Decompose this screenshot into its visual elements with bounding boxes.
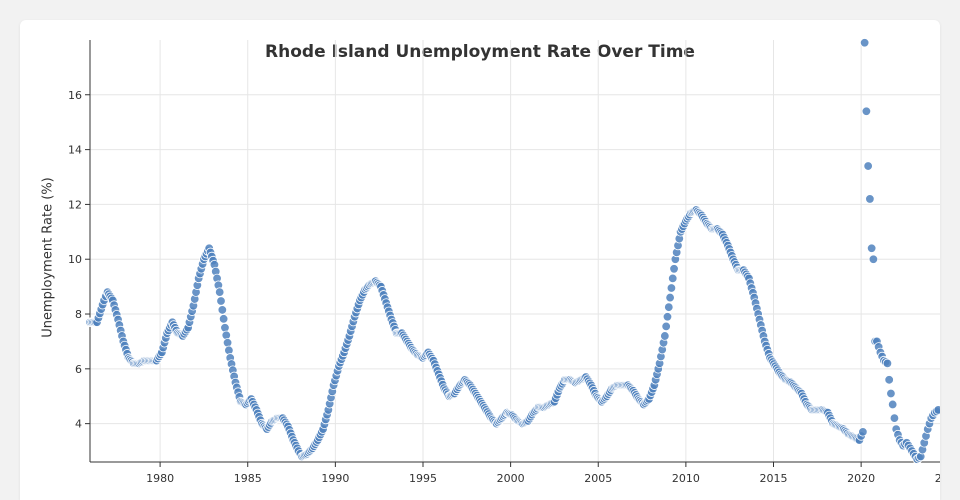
gridlines [90,40,940,462]
data-point [216,296,226,306]
x-tick-label: 1990 [321,472,349,485]
y-tick-label: 6 [75,363,82,376]
data-point [222,338,233,348]
data-point [868,254,879,264]
x-tick-label: 2005 [584,472,612,485]
data-point [882,358,893,369]
data-point [863,161,873,171]
data-point [665,292,675,303]
data-point [866,243,877,253]
y-tick-label: 12 [68,198,82,211]
data-point [858,427,868,437]
data-point [661,321,671,332]
data-point [662,312,673,322]
y-tick-label: 4 [75,418,82,431]
data-point [666,283,677,293]
data-point [660,331,670,341]
data-point [214,287,225,297]
x-tick-label: 1995 [409,472,437,485]
chart-title: Rhode Island Unemployment Rate Over Time [265,42,695,62]
data-point [217,305,228,315]
chart-card: Rhode Island Unemployment Rate Over Time… [20,20,940,500]
data-point [889,413,900,423]
data-point [669,264,679,274]
x-tick-label: 1985 [234,472,262,485]
axes [85,40,940,467]
data-point [865,194,875,204]
data-point [224,345,234,356]
data-point [664,302,674,312]
data-point [933,405,940,415]
data-point [668,273,678,284]
data-point [861,106,872,116]
x-tick-label: 2020 [847,472,875,485]
x-tick-label: 2010 [672,472,700,485]
data-point [886,388,896,399]
y-tick-label: 14 [68,144,82,157]
tick-labels: 4 6 8 10 12 14 16 1980 1985 1990 1995 2000 2005 2010 2… [68,89,940,485]
data-point [884,375,894,385]
y-tick-label: 8 [75,308,82,321]
data-point [859,38,870,48]
data-point [218,314,229,324]
y-tick-label: 16 [68,89,82,102]
x-tick-label: 1980 [146,472,174,485]
x-tick-label: 2015 [760,472,788,485]
scatter-plot: 4 6 8 10 12 14 16 1980 1985 1990 1995 2000 2005 2010 2… [68,38,940,485]
data-point [221,330,231,340]
data-points [85,38,940,464]
data-point [887,399,898,410]
y-tick-label: 10 [68,253,82,266]
data-point [220,323,230,333]
x-tick-label: 2000 [497,472,525,485]
x-tick-label: 2025 [935,472,940,485]
